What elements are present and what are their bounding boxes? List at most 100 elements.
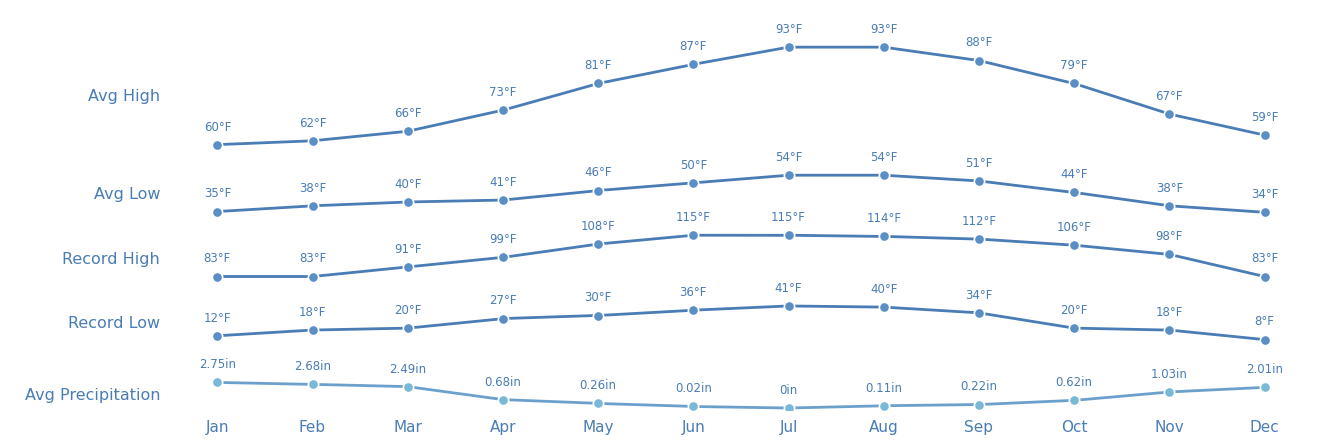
Point [1159,326,1180,334]
Point [1064,242,1085,249]
Point [493,254,514,261]
Point [1064,80,1085,87]
Point [493,396,514,403]
Point [1159,251,1180,258]
Point [778,172,800,179]
Text: Dec: Dec [1250,420,1279,435]
Point [778,302,800,310]
Text: 40°F: 40°F [394,178,422,191]
Text: 106°F: 106°F [1057,221,1092,234]
Text: 114°F: 114°F [866,212,901,225]
Text: 108°F: 108°F [581,220,615,233]
Text: 1.03in: 1.03in [1151,368,1188,381]
Point [873,402,894,409]
Point [587,312,609,319]
Point [302,137,323,145]
Point [302,202,323,209]
Text: Nov: Nov [1155,420,1184,435]
Text: 0.62in: 0.62in [1056,376,1092,389]
Point [873,304,894,311]
Text: 0.11in: 0.11in [865,382,902,395]
Point [396,198,418,206]
Text: 0.02in: 0.02in [676,382,712,396]
Point [302,381,323,388]
Text: 0in: 0in [780,384,797,397]
Point [1159,388,1180,396]
Point [968,57,989,64]
Text: 115°F: 115°F [676,211,710,224]
Text: 40°F: 40°F [870,283,897,296]
Point [1254,132,1275,139]
Text: 46°F: 46°F [585,166,611,179]
Text: Apr: Apr [490,420,517,435]
Text: 18°F: 18°F [1156,306,1183,319]
Text: 2.01in: 2.01in [1246,363,1283,376]
Point [587,80,609,87]
Text: 83°F: 83°F [299,252,326,265]
Point [1254,384,1275,391]
Text: May: May [582,420,614,435]
Text: 38°F: 38°F [1156,182,1183,195]
Text: 51°F: 51°F [965,157,993,170]
Text: 98°F: 98°F [1156,230,1183,243]
Text: Jun: Jun [681,420,705,435]
Text: Avg Precipitation: Avg Precipitation [25,388,160,403]
Point [207,332,228,339]
Text: 60°F: 60°F [204,120,231,133]
Point [682,403,704,410]
Text: 41°F: 41°F [774,282,802,295]
Text: 66°F: 66°F [394,107,422,120]
Point [1064,325,1085,332]
Text: 87°F: 87°F [680,40,708,53]
Point [587,240,609,248]
Point [207,208,228,215]
Text: 83°F: 83°F [1251,252,1278,265]
Text: 93°F: 93°F [774,23,802,36]
Text: 34°F: 34°F [965,289,993,302]
Point [207,273,228,280]
Point [207,379,228,386]
Point [778,231,800,239]
Point [493,107,514,114]
Point [207,141,228,148]
Text: 0.68in: 0.68in [485,376,522,388]
Text: 50°F: 50°F [680,159,708,172]
Point [587,400,609,407]
Text: 67°F: 67°F [1156,90,1183,103]
Text: Aug: Aug [869,420,898,435]
Text: 30°F: 30°F [585,291,611,305]
Point [682,231,704,239]
Point [1159,202,1180,209]
Point [682,61,704,68]
Point [1159,111,1180,118]
Text: 73°F: 73°F [489,86,517,99]
Point [396,325,418,332]
Text: 54°F: 54°F [774,151,802,164]
Point [682,306,704,314]
Text: 18°F: 18°F [299,306,326,319]
Text: Avg Low: Avg Low [93,187,160,202]
Text: 0.26in: 0.26in [579,380,617,392]
Text: 2.75in: 2.75in [199,358,236,372]
Text: 41°F: 41°F [489,176,517,189]
Text: 91°F: 91°F [394,243,422,256]
Text: 83°F: 83°F [204,252,231,265]
Point [493,315,514,322]
Text: 20°F: 20°F [1060,304,1088,317]
Text: 81°F: 81°F [585,59,611,72]
Point [493,197,514,204]
Point [1064,397,1085,404]
Point [968,178,989,185]
Point [778,405,800,412]
Text: 44°F: 44°F [1060,168,1088,182]
Point [302,273,323,280]
Point [968,401,989,408]
Point [1064,189,1085,196]
Point [778,44,800,51]
Text: 38°F: 38°F [299,182,326,195]
Text: 27°F: 27°F [489,294,517,307]
Text: 99°F: 99°F [489,233,517,246]
Text: Avg High: Avg High [88,89,160,104]
Point [873,233,894,240]
Point [396,128,418,135]
